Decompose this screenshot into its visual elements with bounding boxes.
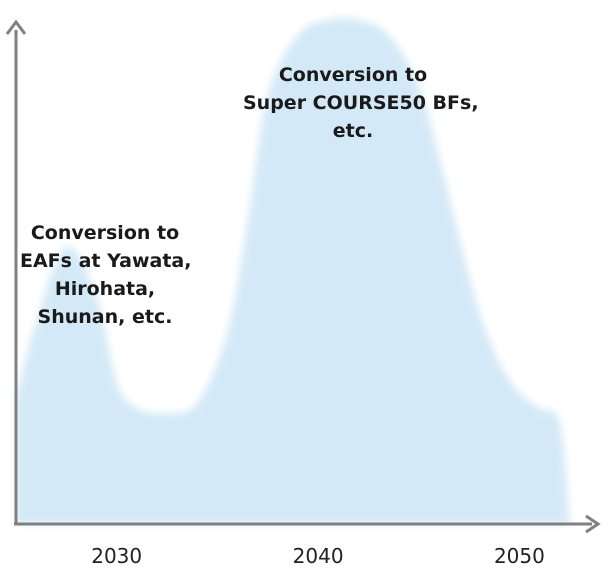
annotation-line: Super COURSE50 BFs,	[243, 92, 479, 114]
tick-layer: 2030 2040 2050	[91, 544, 545, 568]
annotation-line: Conversion to	[278, 64, 428, 86]
x-axis-arrow	[585, 514, 601, 534]
x-tick-label: 2040	[293, 544, 344, 568]
area-series	[16, 18, 570, 524]
annotation-line: Shunan, etc.	[37, 306, 173, 328]
annotation-line: EAFs at Yawata,	[20, 250, 192, 272]
annotation-eaf-conversion: Conversion to EAFs at Yawata, Hirohata, …	[20, 219, 192, 331]
x-tick-label: 2030	[91, 544, 142, 568]
annotation-line: etc.	[332, 120, 374, 142]
area-layer	[16, 18, 570, 524]
annotation-line: Conversion to	[30, 222, 180, 244]
y-axis-arrow	[5, 19, 27, 35]
annotation-super-course50: Conversion to Super COURSE50 BFs, etc.	[243, 61, 479, 145]
annotation-line: Hirohata,	[54, 278, 156, 300]
x-tick-label: 2050	[494, 544, 545, 568]
